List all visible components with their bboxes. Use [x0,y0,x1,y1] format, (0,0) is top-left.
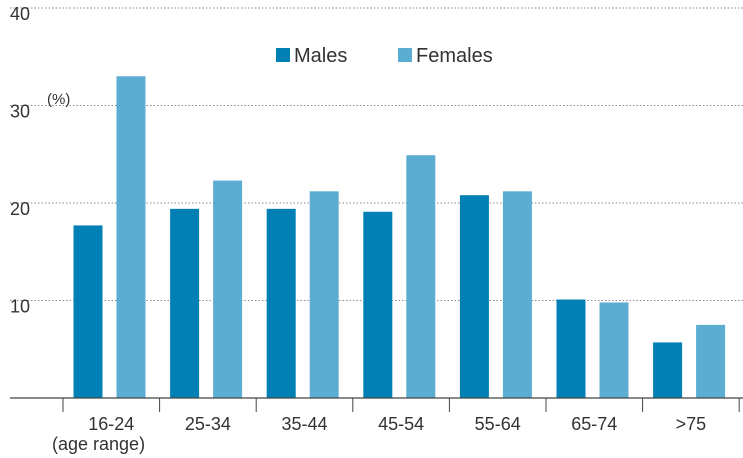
legend-label-males: Males [294,45,347,67]
y-axis-label: (%) [47,91,70,108]
y-tick-label: 30 [10,102,30,122]
bar-males-0 [73,225,103,398]
x-tick-label: 16-24 [88,414,134,434]
x-tick-label: 45-54 [378,414,424,434]
bar-females-6 [696,324,726,398]
x-tick-label: 25-34 [185,414,231,434]
legend-label-females: Females [416,45,493,67]
bar-females-4 [502,191,532,398]
y-tick-labels: 10 20 30 40 [10,4,30,317]
x-ticks [62,398,740,412]
bar-females-2 [309,191,339,398]
legend-swatch-females [398,48,412,62]
x-tick-label: 65-74 [571,414,617,434]
bar-males-3 [363,211,393,398]
bar-males-1 [170,208,200,398]
y-tick-label: 40 [10,4,30,24]
bar-males-6 [653,342,683,398]
y-tick-label: 10 [10,297,30,317]
x-tick-label: 55-64 [475,414,521,434]
bar-females-0 [116,76,146,398]
bar-females-1 [213,180,243,398]
x-axis-label: (age range) [52,434,145,454]
legend: Males Females [276,45,493,67]
legend-swatch-males [276,48,290,62]
bar-females-5 [599,302,629,398]
bar-males-4 [459,195,489,398]
y-tick-label: 20 [10,199,30,219]
bar-females-3 [406,155,436,398]
bars [73,76,726,398]
bar-males-5 [556,299,586,398]
x-tick-labels: 16-24 25-34 35-44 45-54 55-64 65-74 >75 [88,414,706,434]
x-tick-label: 35-44 [281,414,327,434]
bar-males-2 [266,208,296,398]
x-tick-label: >75 [676,414,707,434]
